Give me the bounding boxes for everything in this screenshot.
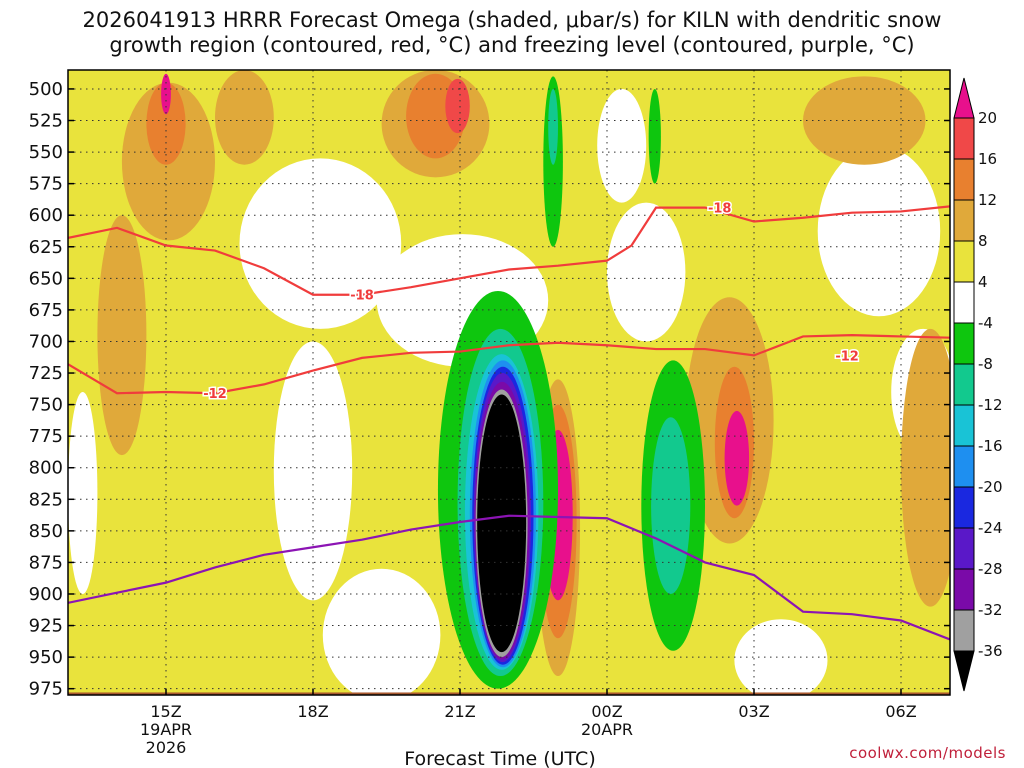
- contour-line: [68, 514, 950, 641]
- omega-subsidence-max: [724, 410, 750, 506]
- colorbar-box: [953, 322, 975, 365]
- plot-frame: [67, 69, 951, 696]
- colorbar-box: [953, 568, 975, 611]
- y-tick-label: 850: [29, 521, 63, 542]
- omega-upward: [548, 88, 558, 165]
- axes: 500 525 550 575 600 625 650 675 700 725 750 775 800 8…: [29, 69, 951, 757]
- colorbar: 20 16 12 8 4 -4 -8 -12 -16 -20 -24 -28 -32 -36: [953, 77, 1003, 692]
- omega-subsidence: [146, 82, 186, 165]
- colorbar-tick-label: -4: [978, 314, 993, 332]
- terrain-strip: [68, 692, 950, 695]
- colorbar-box: [953, 199, 975, 242]
- omega-upward-core: [477, 394, 527, 653]
- omega-near-zero: [734, 619, 828, 695]
- x-tick-label: 00Z: [591, 702, 622, 721]
- y-tick-label: 575: [29, 174, 63, 195]
- y-tick-label: 650: [29, 268, 63, 289]
- y-tick-label: 700: [29, 331, 63, 352]
- y-tick-label: 775: [29, 426, 63, 447]
- omega-subsidence: [901, 328, 950, 607]
- x-tick-sublabel: 19APR: [140, 720, 192, 739]
- colorbar-box: [953, 158, 975, 201]
- grid: [68, 70, 950, 695]
- omega-near-zero: [607, 202, 686, 342]
- contour-label: -12: [835, 349, 859, 364]
- y-tick-label: 550: [29, 142, 63, 163]
- colorbar-box: [953, 363, 975, 406]
- colorbar-box: [953, 609, 975, 652]
- contour-label: -12: [203, 387, 227, 402]
- x-tick-label: 03Z: [738, 702, 769, 721]
- colorbar-box: [953, 445, 975, 488]
- y-tick-label: 600: [29, 205, 63, 226]
- colorbar-extend-max: [953, 77, 975, 119]
- colorbar-tick-label: -16: [978, 437, 1003, 455]
- credit-link[interactable]: coolwx.com/models: [849, 744, 1006, 762]
- colorbar-tick-label: 16: [978, 150, 997, 168]
- contour-label: -18: [708, 202, 732, 217]
- x-tick-sublabel: 20APR: [581, 720, 633, 739]
- colorbar-tick-label: 12: [978, 191, 997, 209]
- omega-subsidence: [445, 78, 470, 134]
- colorbar-tick-label: -24: [978, 519, 1003, 537]
- colorbar-tick-label: -36: [978, 642, 1003, 660]
- y-tick-label: 875: [29, 552, 63, 573]
- contour-line: [68, 205, 950, 296]
- omega-field: [68, 70, 950, 695]
- omega-near-zero: [68, 391, 98, 594]
- contour-line: [68, 334, 950, 395]
- x-tick-label: 18Z: [297, 702, 328, 721]
- omega-subsidence: [215, 70, 274, 165]
- colorbar-tick-label: -8: [978, 355, 993, 373]
- colorbar-box: [953, 486, 975, 529]
- y-tick-label: 825: [29, 489, 63, 510]
- x-tick-label: 21Z: [444, 702, 475, 721]
- y-tick-label: 525: [29, 111, 63, 132]
- omega-near-zero: [239, 158, 402, 329]
- x-tick-label: 15Z: [150, 702, 181, 721]
- x-tick-label: 06Z: [885, 702, 916, 721]
- y-tick-label: 625: [29, 237, 63, 258]
- colorbar-tick-label: -20: [978, 478, 1003, 496]
- colorbar-box: [953, 527, 975, 570]
- y-tick-label: 950: [29, 647, 63, 668]
- omega-near-zero: [322, 568, 441, 695]
- y-tick-label: 900: [29, 584, 63, 605]
- y-tick-label: 800: [29, 458, 63, 479]
- colorbar-tick-label: 20: [978, 109, 997, 127]
- omega-subsidence: [803, 76, 926, 165]
- contour-label: -18: [350, 289, 374, 304]
- colorbar-extend-min: [953, 650, 975, 692]
- colorbar-box: [953, 404, 975, 447]
- omega-near-zero: [597, 88, 647, 203]
- omega-subsidence-max: [161, 73, 171, 115]
- colorbar-tick-label: 8: [978, 232, 988, 250]
- x-axis-label: Forecast Time (UTC): [404, 748, 595, 768]
- chart-title-line-1: 2026041913 HRRR Forecast Omega (shaded, …: [82, 8, 942, 32]
- y-tick-label: 975: [29, 679, 63, 700]
- colorbar-tick-label: -32: [978, 601, 1003, 619]
- omega-upward: [651, 417, 691, 594]
- omega-upward: [648, 88, 661, 184]
- x-tick-sublabel: 2026: [146, 738, 187, 757]
- colorbar-box: [953, 240, 975, 283]
- colorbar-box: [953, 281, 975, 324]
- y-tick-label: 725: [29, 363, 63, 384]
- y-tick-label: 750: [29, 395, 63, 416]
- omega-near-zero: [273, 341, 353, 601]
- contours: -18 -18 -12 -12: [68, 200, 950, 641]
- y-tick-label: 675: [29, 300, 63, 321]
- colorbar-tick-label: 4: [978, 273, 988, 291]
- colorbar-tick-label: -12: [978, 396, 1003, 414]
- colorbar-tick-label: -28: [978, 560, 1003, 578]
- y-tick-label: 500: [29, 79, 63, 100]
- omega-near-zero: [817, 145, 941, 317]
- omega-subsidence: [97, 215, 147, 456]
- chart-title-line-2: growth region (contoured, red, °C) and f…: [109, 33, 915, 57]
- colorbar-box: [953, 117, 975, 160]
- y-tick-label: 925: [29, 616, 63, 637]
